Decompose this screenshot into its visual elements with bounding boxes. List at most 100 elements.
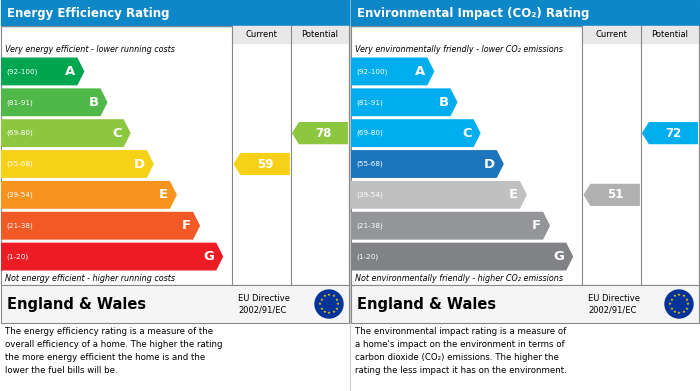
- Text: Very energy efficient - lower running costs: Very energy efficient - lower running co…: [5, 45, 175, 54]
- Text: ★: ★: [686, 302, 690, 306]
- Bar: [1, 0, 349, 26]
- Polygon shape: [1, 150, 154, 178]
- Text: (92-100): (92-100): [6, 68, 37, 75]
- Polygon shape: [1, 119, 131, 147]
- Text: (55-68): (55-68): [6, 161, 33, 167]
- Text: ★: ★: [319, 307, 323, 310]
- Text: ★: ★: [668, 302, 672, 306]
- Text: The environmental impact rating is a measure of
a home's impact on the environme: The environmental impact rating is a mea…: [355, 327, 567, 375]
- Text: ★: ★: [323, 310, 326, 314]
- Polygon shape: [1, 57, 85, 85]
- Text: (81-91): (81-91): [356, 99, 383, 106]
- Polygon shape: [292, 122, 348, 144]
- Text: (55-68): (55-68): [356, 161, 383, 167]
- Text: ★: ★: [327, 311, 331, 315]
- Bar: [582, 26, 641, 43]
- Text: (92-100): (92-100): [356, 68, 387, 75]
- Text: F: F: [532, 219, 541, 232]
- Text: Not energy efficient - higher running costs: Not energy efficient - higher running co…: [5, 274, 175, 283]
- Polygon shape: [233, 153, 290, 175]
- Text: B: B: [438, 96, 449, 109]
- Text: (39-54): (39-54): [356, 192, 383, 198]
- Bar: [351, 26, 699, 285]
- Polygon shape: [642, 122, 698, 144]
- Text: F: F: [182, 219, 191, 232]
- Text: Environmental Impact (CO₂) Rating: Environmental Impact (CO₂) Rating: [357, 7, 589, 20]
- Polygon shape: [351, 119, 481, 147]
- Text: ★: ★: [327, 293, 331, 297]
- Polygon shape: [583, 184, 640, 206]
- Text: ★: ★: [332, 310, 335, 314]
- Bar: [351, 285, 699, 323]
- Polygon shape: [351, 243, 573, 271]
- Text: Not environmentally friendly - higher CO₂ emissions: Not environmentally friendly - higher CO…: [355, 274, 563, 283]
- Polygon shape: [351, 212, 550, 240]
- Text: EU Directive
2002/91/EC: EU Directive 2002/91/EC: [238, 294, 290, 314]
- Text: D: D: [484, 158, 495, 170]
- Text: A: A: [415, 65, 426, 78]
- Text: (81-91): (81-91): [6, 99, 33, 106]
- Text: E: E: [509, 188, 518, 201]
- Text: Very environmentally friendly - lower CO₂ emissions: Very environmentally friendly - lower CO…: [355, 45, 563, 54]
- Bar: [232, 26, 291, 43]
- Polygon shape: [1, 88, 108, 116]
- Text: ★: ★: [685, 307, 689, 310]
- Text: 59: 59: [257, 158, 274, 170]
- Text: D: D: [134, 158, 145, 170]
- Text: (21-38): (21-38): [6, 222, 33, 229]
- Text: The energy efficiency rating is a measure of the
overall efficiency of a home. T: The energy efficiency rating is a measur…: [5, 327, 223, 375]
- Text: E: E: [159, 188, 168, 201]
- Text: ★: ★: [682, 294, 685, 298]
- Text: (69-80): (69-80): [356, 130, 383, 136]
- Polygon shape: [351, 181, 527, 209]
- Text: ★: ★: [669, 298, 673, 301]
- Text: Current: Current: [596, 30, 628, 39]
- Text: B: B: [88, 96, 99, 109]
- Circle shape: [315, 290, 343, 318]
- Polygon shape: [1, 243, 223, 271]
- Text: ★: ★: [673, 310, 676, 314]
- Text: ★: ★: [332, 294, 335, 298]
- Text: ★: ★: [677, 311, 681, 315]
- Text: 72: 72: [665, 127, 682, 140]
- Polygon shape: [351, 150, 504, 178]
- Bar: [1, 285, 349, 323]
- Circle shape: [665, 290, 693, 318]
- Text: C: C: [112, 127, 122, 140]
- Polygon shape: [351, 88, 458, 116]
- Text: G: G: [553, 250, 564, 263]
- Text: EU Directive
2002/91/EC: EU Directive 2002/91/EC: [588, 294, 640, 314]
- Bar: [351, 0, 699, 26]
- Text: ★: ★: [335, 307, 339, 310]
- Text: ★: ★: [673, 294, 676, 298]
- Text: Potential: Potential: [652, 30, 688, 39]
- Text: A: A: [65, 65, 76, 78]
- Text: (21-38): (21-38): [356, 222, 383, 229]
- Text: 51: 51: [607, 188, 623, 201]
- Text: (69-80): (69-80): [6, 130, 33, 136]
- Text: Energy Efficiency Rating: Energy Efficiency Rating: [7, 7, 169, 20]
- Text: ★: ★: [319, 298, 323, 301]
- Text: Current: Current: [246, 30, 278, 39]
- Text: ★: ★: [335, 298, 339, 301]
- Text: Potential: Potential: [302, 30, 338, 39]
- Bar: [291, 26, 349, 43]
- Text: England & Wales: England & Wales: [357, 296, 496, 312]
- Text: (1-20): (1-20): [6, 253, 28, 260]
- Polygon shape: [351, 57, 435, 85]
- Text: ★: ★: [682, 310, 685, 314]
- Text: C: C: [462, 127, 472, 140]
- Text: G: G: [203, 250, 214, 263]
- Text: 78: 78: [315, 127, 332, 140]
- Text: (39-54): (39-54): [6, 192, 33, 198]
- Text: ★: ★: [318, 302, 322, 306]
- Polygon shape: [1, 212, 200, 240]
- Text: ★: ★: [323, 294, 326, 298]
- Bar: [641, 26, 699, 43]
- Text: England & Wales: England & Wales: [7, 296, 146, 312]
- Text: ★: ★: [336, 302, 340, 306]
- Text: ★: ★: [669, 307, 673, 310]
- Bar: [1, 26, 349, 285]
- Text: ★: ★: [685, 298, 689, 301]
- Text: ★: ★: [677, 293, 681, 297]
